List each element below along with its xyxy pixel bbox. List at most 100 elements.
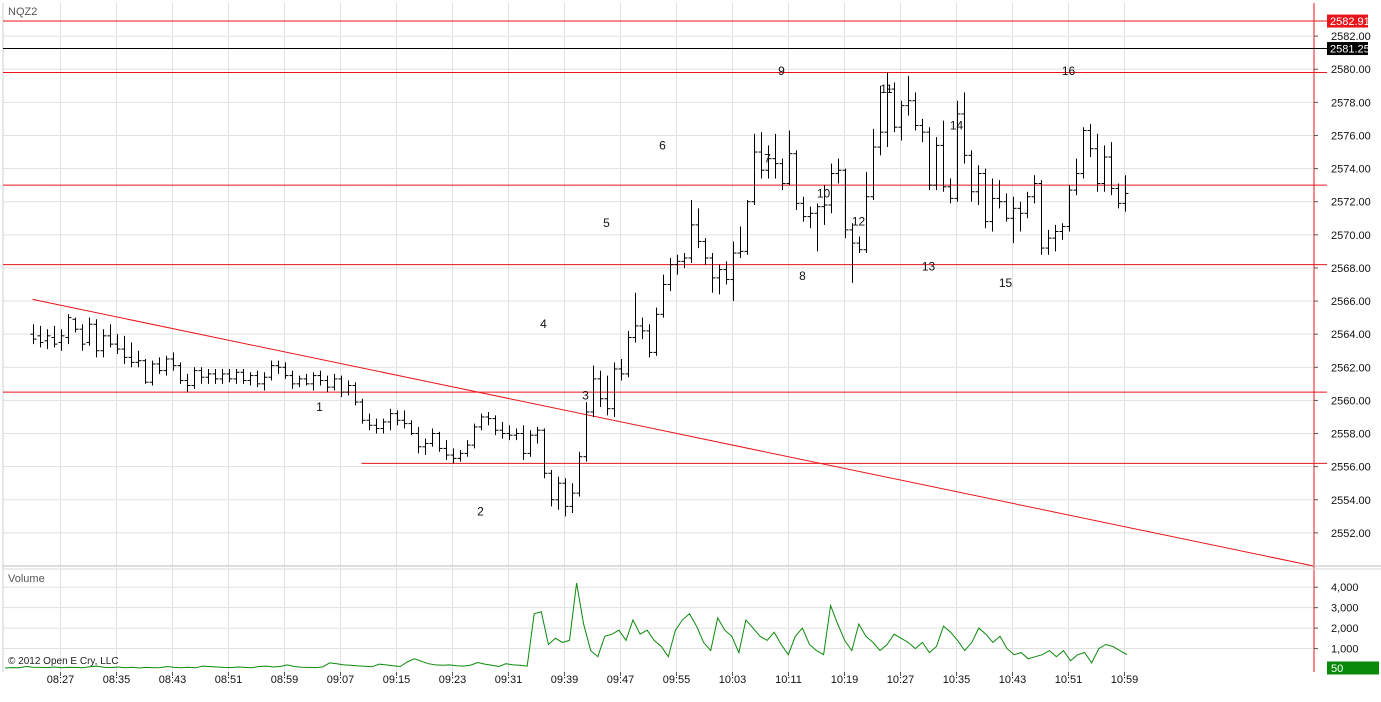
ohlc-bar: [912, 92, 919, 131]
ohlc-bar: [408, 420, 415, 436]
ohlc-bar: [387, 408, 394, 431]
ohlc-bar: [968, 150, 975, 202]
ohlc-bar: [240, 368, 247, 384]
volume-last-value-label: 50: [1331, 663, 1343, 675]
ohlc-bar: [247, 372, 254, 386]
ohlc-bar: [254, 370, 261, 388]
price-panel-grid: [3, 3, 1314, 566]
volume-series-line: [4, 583, 1128, 669]
swing-label: 7: [764, 152, 771, 166]
swing-label: 3: [582, 388, 589, 402]
price-tick-label: 2580.00: [1331, 64, 1371, 76]
ohlc-bar: [1080, 127, 1087, 179]
ohlc-bar: [828, 163, 835, 214]
price-tick-label: 2570.00: [1331, 230, 1371, 242]
ohlc-bar: [1031, 175, 1038, 204]
time-tick-label: 09:07: [327, 674, 355, 686]
ohlc-bar: [296, 375, 303, 388]
ohlc-bar: [646, 324, 653, 358]
ohlc-bar: [849, 223, 856, 283]
ohlc-bar: [786, 130, 793, 186]
ohlc-bar: [709, 253, 716, 293]
volume-tick-label: 1,000: [1331, 644, 1359, 656]
price-tick-label: 2582.00: [1331, 31, 1371, 43]
ohlc-bar: [65, 314, 72, 345]
ohlc-bar: [989, 178, 996, 232]
ohlc-bar: [688, 200, 695, 263]
ohlc-bar: [1045, 229, 1052, 255]
time-tick-label: 09:23: [439, 674, 467, 686]
volume-line: [4, 583, 1128, 669]
time-tick-label: 09:39: [551, 674, 579, 686]
ohlc-bar: [590, 365, 597, 417]
ohlc-bar: [625, 330, 632, 378]
ohlc-bar: [1066, 185, 1073, 232]
ohlc-bar: [149, 360, 156, 386]
swing-label: 8: [799, 269, 806, 283]
ohlc-bar: [961, 92, 968, 164]
ohlc-bar: [576, 451, 583, 497]
ohlc-bar: [310, 372, 317, 391]
ohlc-bar: [93, 319, 100, 358]
ohlc-bar: [674, 254, 681, 275]
symbol-title: NQZ2: [8, 6, 37, 18]
ohlc-bar: [282, 362, 289, 379]
ohlc-bar: [779, 158, 786, 191]
ohlc-bar: [352, 382, 359, 406]
ohlc-bar: [492, 415, 499, 436]
ohlc-bar: [639, 317, 646, 340]
ohlc-bar: [163, 355, 170, 376]
ohlc-bar: [695, 208, 702, 249]
ohlc-bar: [919, 118, 926, 143]
ohlc-bar: [765, 145, 772, 179]
ohlc-bar: [744, 200, 751, 255]
ohlc-bar: [940, 120, 947, 192]
time-tick-label: 10:19: [831, 674, 859, 686]
ohlc-bar: [954, 100, 961, 202]
ohlc-bar: [345, 380, 352, 396]
ohlc-bar: [58, 329, 65, 351]
ohlc-bar: [541, 428, 548, 479]
ohlc-bar: [884, 72, 891, 148]
ohlc-bar: [660, 274, 667, 318]
time-axis-labels: 08:27 08:35 08:43 08:51 08:59 09:07 09:15 09:23…: [47, 672, 1138, 686]
ohlc-bar: [478, 413, 485, 431]
ohlc-bar: [1024, 191, 1031, 219]
price-tick-label: 2574.00: [1331, 164, 1371, 176]
ohlc-bar: [947, 178, 954, 204]
ohlc-bar: [730, 241, 737, 302]
ohlc-bar: [898, 100, 905, 141]
ohlc-bar: [135, 350, 142, 368]
volume-panel-grid: [3, 569, 1314, 672]
ohlc-bar: [604, 375, 611, 416]
ohlc-bar: [821, 185, 828, 225]
swing-label: 12: [852, 215, 866, 229]
ohlc-bar: [520, 425, 527, 461]
ohlc-bar: [422, 438, 429, 456]
ohlc-bar: [506, 425, 513, 441]
ohlc-bar: [632, 292, 639, 343]
ohlc-bar: [317, 370, 324, 386]
trend-line-layer: [32, 298, 1314, 567]
ohlc-bar: [1038, 180, 1045, 255]
ohlc-bar: [128, 342, 135, 368]
ohlc-bar: [863, 171, 870, 254]
ohlc-bar: [800, 196, 807, 222]
time-tick-label: 10:03: [719, 674, 747, 686]
time-tick-label: 10:51: [1055, 674, 1083, 686]
ohlc-bar: [723, 261, 730, 285]
ohlc-bar: [114, 334, 121, 355]
ohlc-bar: [1122, 175, 1129, 212]
price-tick-label: 2562.00: [1331, 362, 1371, 374]
ohlc-bar: [499, 421, 506, 439]
ohlc-bar: [72, 317, 79, 333]
ohlc-bar: [513, 428, 520, 441]
swing-label: 11: [880, 82, 893, 96]
ohlc-bar: [835, 158, 842, 184]
ohlc-bar: [443, 440, 450, 461]
ohlc-bar: [100, 329, 107, 358]
ohlc-bar: [856, 236, 863, 254]
ohlc-bar: [982, 168, 989, 229]
ohlc-bar: [807, 206, 814, 229]
